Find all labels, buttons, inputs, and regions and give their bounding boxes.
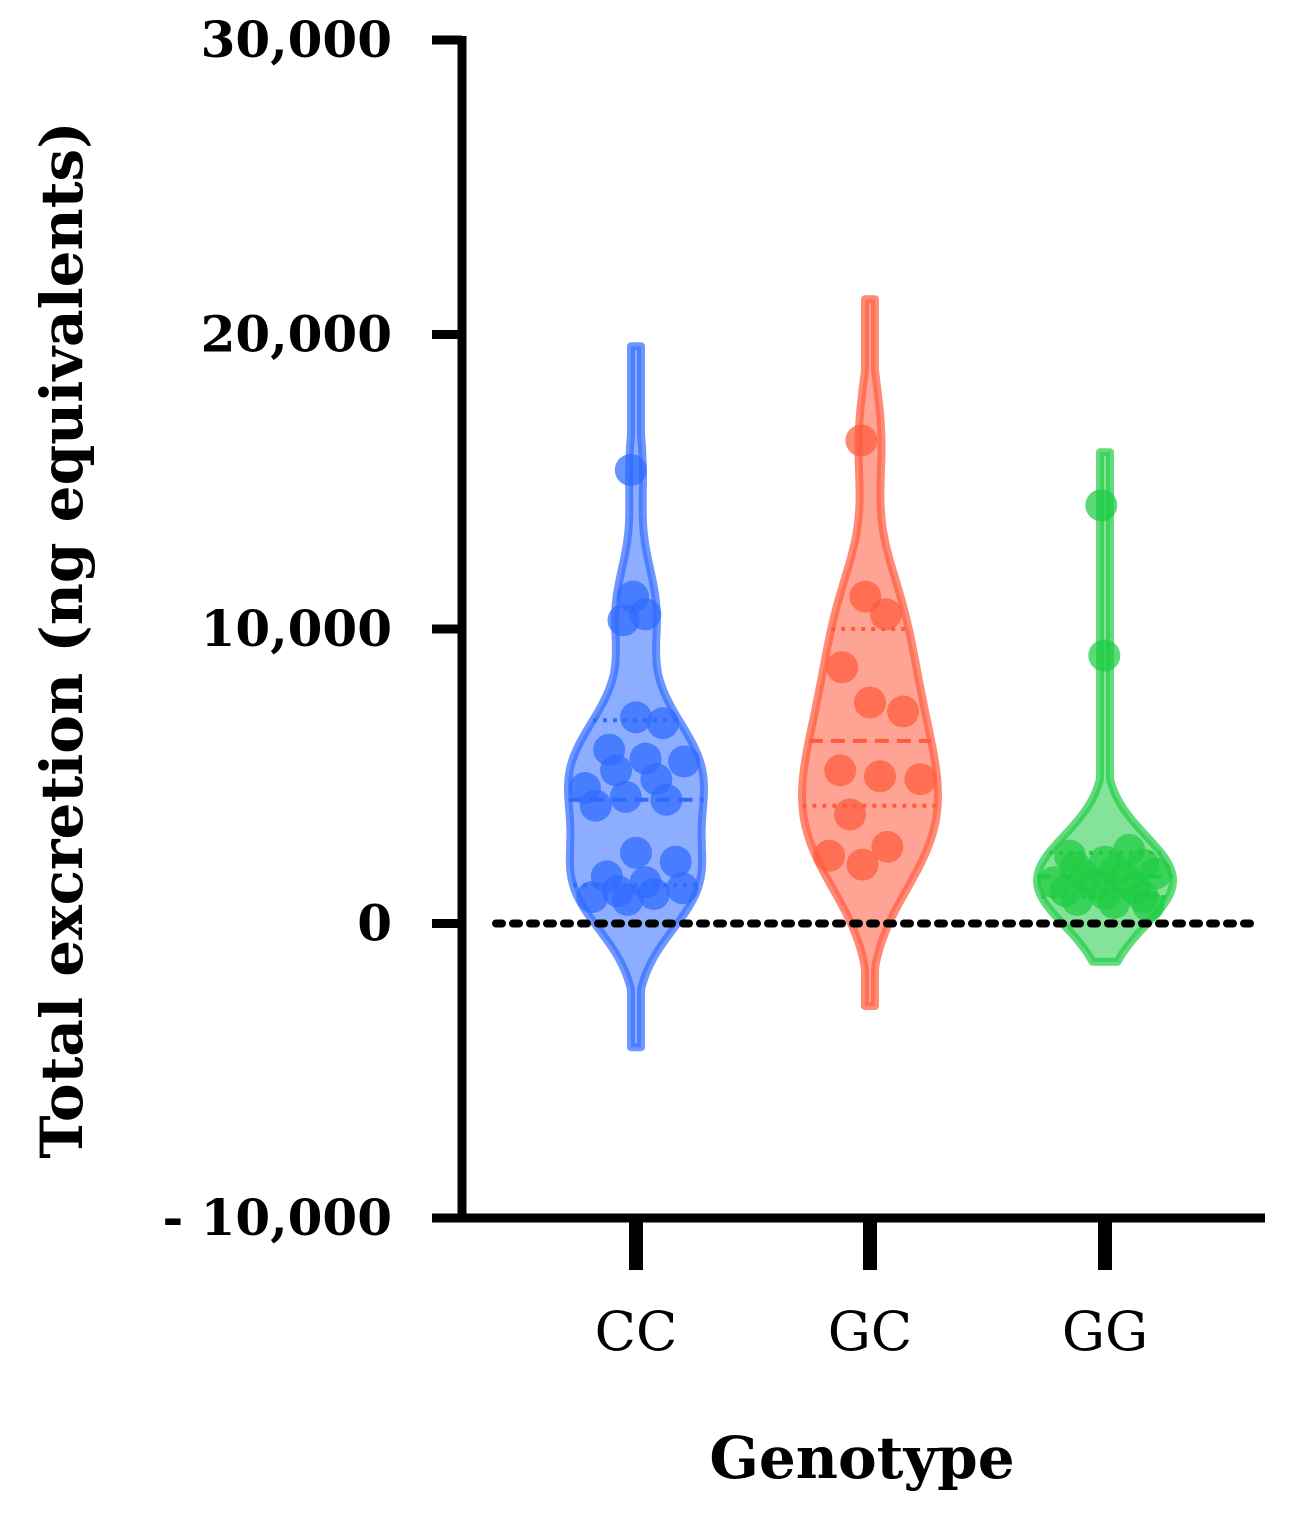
data-point: [1132, 889, 1165, 922]
y-tick-label: 30,000: [201, 10, 392, 69]
y-tick-label: 0: [357, 894, 392, 953]
data-point: [614, 454, 647, 486]
data-point: [824, 754, 857, 787]
data-point: [659, 845, 692, 878]
y-ticks: 30,000 20,000 10,000 0 - 10,000: [162, 10, 462, 1247]
x-ticks: CC GC GG: [595, 1218, 1148, 1363]
data-point: [871, 830, 904, 863]
data-point: [813, 839, 846, 872]
data-point: [887, 695, 920, 728]
violin-GC: [798, 295, 942, 1010]
data-point: [1085, 489, 1118, 522]
data-point: [576, 881, 609, 913]
y-axis-title: Total excretion (ng equivalents): [28, 121, 96, 1158]
violins-layer: [564, 295, 1177, 1052]
data-point: [1061, 883, 1094, 916]
x-tick-label: GG: [1062, 1300, 1148, 1363]
data-point: [579, 789, 612, 822]
data-point: [666, 872, 699, 905]
data-point: [620, 701, 652, 734]
data-point: [607, 604, 640, 637]
data-point: [864, 760, 896, 793]
data-point: [1088, 639, 1121, 672]
data-point: [620, 836, 652, 869]
x-tick-label: CC: [595, 1300, 678, 1363]
data-point: [637, 878, 670, 910]
data-point: [600, 754, 633, 787]
x-axis-title: Genotype: [709, 1424, 1014, 1492]
data-point: [869, 598, 902, 631]
data-point: [646, 707, 679, 740]
violin-GG: [1033, 448, 1177, 966]
points-layer: [569, 424, 1172, 922]
data-point: [845, 424, 878, 457]
data-point: [834, 798, 866, 831]
data-point: [904, 763, 937, 796]
data-point: [609, 780, 642, 813]
data-point: [668, 745, 701, 778]
y-tick-label: 20,000: [201, 305, 392, 364]
data-point: [1098, 886, 1130, 919]
data-point: [846, 848, 879, 881]
data-point: [611, 883, 644, 916]
data-point: [854, 686, 886, 719]
y-tick-label: - 10,000: [162, 1188, 392, 1247]
x-tick-label: GC: [828, 1300, 912, 1363]
violin-CC: [564, 342, 708, 1052]
y-tick-label: 10,000: [201, 599, 392, 658]
axes-layer: 30,000 20,000 10,000 0 - 10,000 CC GC GG: [162, 10, 1265, 1363]
data-point: [826, 651, 859, 684]
quartile-lines-layer: [568, 627, 1173, 899]
